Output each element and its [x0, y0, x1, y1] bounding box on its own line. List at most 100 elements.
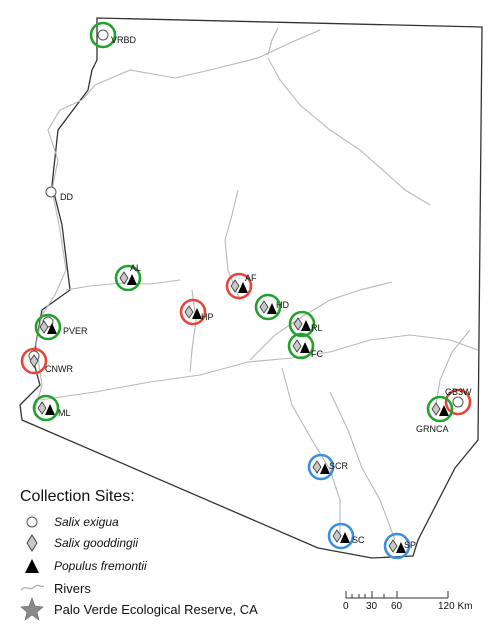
salix-gooddingii-marker	[259, 300, 269, 314]
site-ring-blue	[383, 532, 411, 560]
site-marker-scr[interactable]: SCR	[307, 453, 349, 481]
site-label: HP	[201, 312, 214, 322]
site-ring-green	[114, 264, 142, 292]
salix-gooddingii-marker	[39, 320, 49, 334]
salix-exigua-icon	[20, 512, 44, 532]
site-ring-green	[287, 332, 315, 360]
site-marker-hd[interactable]: HD	[254, 293, 289, 321]
site-ring-green	[426, 395, 454, 423]
scale-bar: 0 30 60 120 Km	[343, 586, 474, 626]
salix-exigua-marker	[452, 396, 464, 408]
salix-exigua-marker	[97, 29, 109, 41]
site-marker-rl[interactable]: RL	[288, 310, 323, 338]
river-east-fork	[267, 27, 279, 56]
populus-fremontii-marker	[267, 303, 277, 314]
scale-tick-30: 30	[366, 601, 378, 612]
site-ring-green	[254, 293, 282, 321]
site-label: RL	[311, 323, 323, 333]
site-label: AL	[130, 263, 141, 273]
site-label: PVER	[63, 326, 88, 336]
site-label: ML	[58, 408, 71, 418]
site-label: FC	[311, 349, 323, 359]
legend-item-populus-fremontii: Populus fremontii	[20, 556, 147, 576]
river-salt	[249, 281, 393, 361]
site-marker-vrbd[interactable]: VRBD	[89, 21, 137, 49]
scale-tick-120: 120 Km	[438, 601, 473, 612]
site-marker-dd[interactable]: DD	[45, 186, 73, 202]
site-marker-al[interactable]: AL	[114, 263, 142, 292]
river-bill-williams	[65, 279, 181, 291]
salix-gooddingii-marker	[292, 339, 302, 353]
site-ring-red	[20, 347, 48, 375]
site-ring-blue	[327, 522, 355, 550]
river-san-pedro	[329, 391, 396, 541]
river-line-icon	[20, 578, 45, 598]
populus-fremontii-marker	[238, 282, 248, 293]
salix-gooddingii-marker	[230, 279, 240, 293]
salix-gooddingii-marker	[119, 271, 129, 285]
site-label: DD	[60, 192, 73, 202]
populus-fremontii-marker	[439, 405, 449, 416]
salix-gooddingii-marker	[431, 402, 441, 416]
legend-label-rivers: Rivers	[54, 580, 91, 596]
populus-fremontii-marker	[300, 342, 310, 353]
salix-gooddingii-marker	[29, 354, 39, 368]
legend-label-salix-exigua: Salix exigua	[54, 515, 119, 529]
site-label: VRBD	[111, 35, 137, 45]
site-label: CNWR	[45, 364, 73, 374]
site-marker-hp[interactable]: HP	[179, 298, 214, 326]
populus-fremontii-marker	[301, 320, 311, 331]
legend-item-reserve: Palo Verde Ecological Reserve, CA	[20, 597, 258, 621]
site-ring-green	[32, 394, 60, 422]
salix-gooddingii-marker	[388, 539, 398, 553]
site-label: HD	[276, 300, 289, 310]
legend-label-reserve: Palo Verde Ecological Reserve, CA	[54, 601, 258, 617]
river-colorado	[34, 84, 96, 411]
scale-tick-60: 60	[391, 601, 403, 612]
site-marker-cnwr[interactable]: CNWR	[20, 347, 73, 375]
legend-item-rivers: Rivers	[20, 578, 91, 598]
site-marker-pver[interactable]: PVER	[34, 313, 88, 341]
river-gila	[39, 334, 479, 401]
populus-fremontii-marker	[47, 323, 57, 334]
sites-layer: VRBD DD AL AF HP HD RL FC PVER CNWR ML GB3W GRNCA SCR…	[20, 21, 472, 560]
site-label: SP	[404, 540, 416, 550]
salix-gooddingii-marker	[332, 529, 342, 543]
site-ring-green	[34, 313, 62, 341]
site-ring-green	[89, 21, 117, 49]
site-marker-gb3w[interactable]: GB3W	[444, 387, 472, 416]
legend-item-salix-exigua: Salix exigua	[20, 512, 119, 532]
site-marker-fc[interactable]: FC	[287, 332, 323, 360]
star-icon	[20, 597, 44, 621]
river-hassayampa	[189, 289, 197, 373]
legend-item-salix-gooddingii: Salix gooddingii	[20, 533, 138, 553]
site-ring-red	[179, 298, 207, 326]
river-little-colorado	[267, 57, 431, 206]
scale-bar-line	[345, 591, 449, 599]
river-colorado-upper	[94, 29, 321, 86]
legend-label-salix-gooddingii: Salix gooddingii	[54, 536, 139, 550]
salix-gooddingii-marker	[293, 317, 303, 331]
salix-gooddingii-marker	[37, 401, 47, 415]
site-marker-grnca[interactable]: GRNCA	[416, 395, 454, 434]
populus-fremontii-marker	[396, 542, 406, 553]
river-verde	[224, 189, 241, 301]
site-ring-red	[444, 388, 472, 416]
populus-fremontii-marker	[320, 463, 330, 474]
populus-fremontii-icon	[20, 556, 44, 576]
site-marker-ml[interactable]: ML	[32, 394, 71, 422]
site-marker-af[interactable]: AF	[225, 272, 257, 300]
legend-label-populus-fremontii: Populus fremontii	[54, 559, 147, 573]
site-label: SCR	[329, 461, 349, 471]
populus-fremontii-marker	[127, 274, 137, 285]
site-marker-sc[interactable]: SC	[327, 522, 365, 550]
salix-gooddingii-icon	[20, 533, 44, 553]
populus-fremontii-marker	[45, 404, 55, 415]
legend-title: Collection Sites:	[20, 488, 135, 505]
salix-gooddingii-marker	[184, 305, 194, 319]
site-marker-sp[interactable]: SP	[383, 532, 416, 560]
site-label: AF	[245, 273, 257, 283]
salix-gooddingii-marker	[312, 460, 322, 474]
site-label: SC	[352, 535, 365, 545]
